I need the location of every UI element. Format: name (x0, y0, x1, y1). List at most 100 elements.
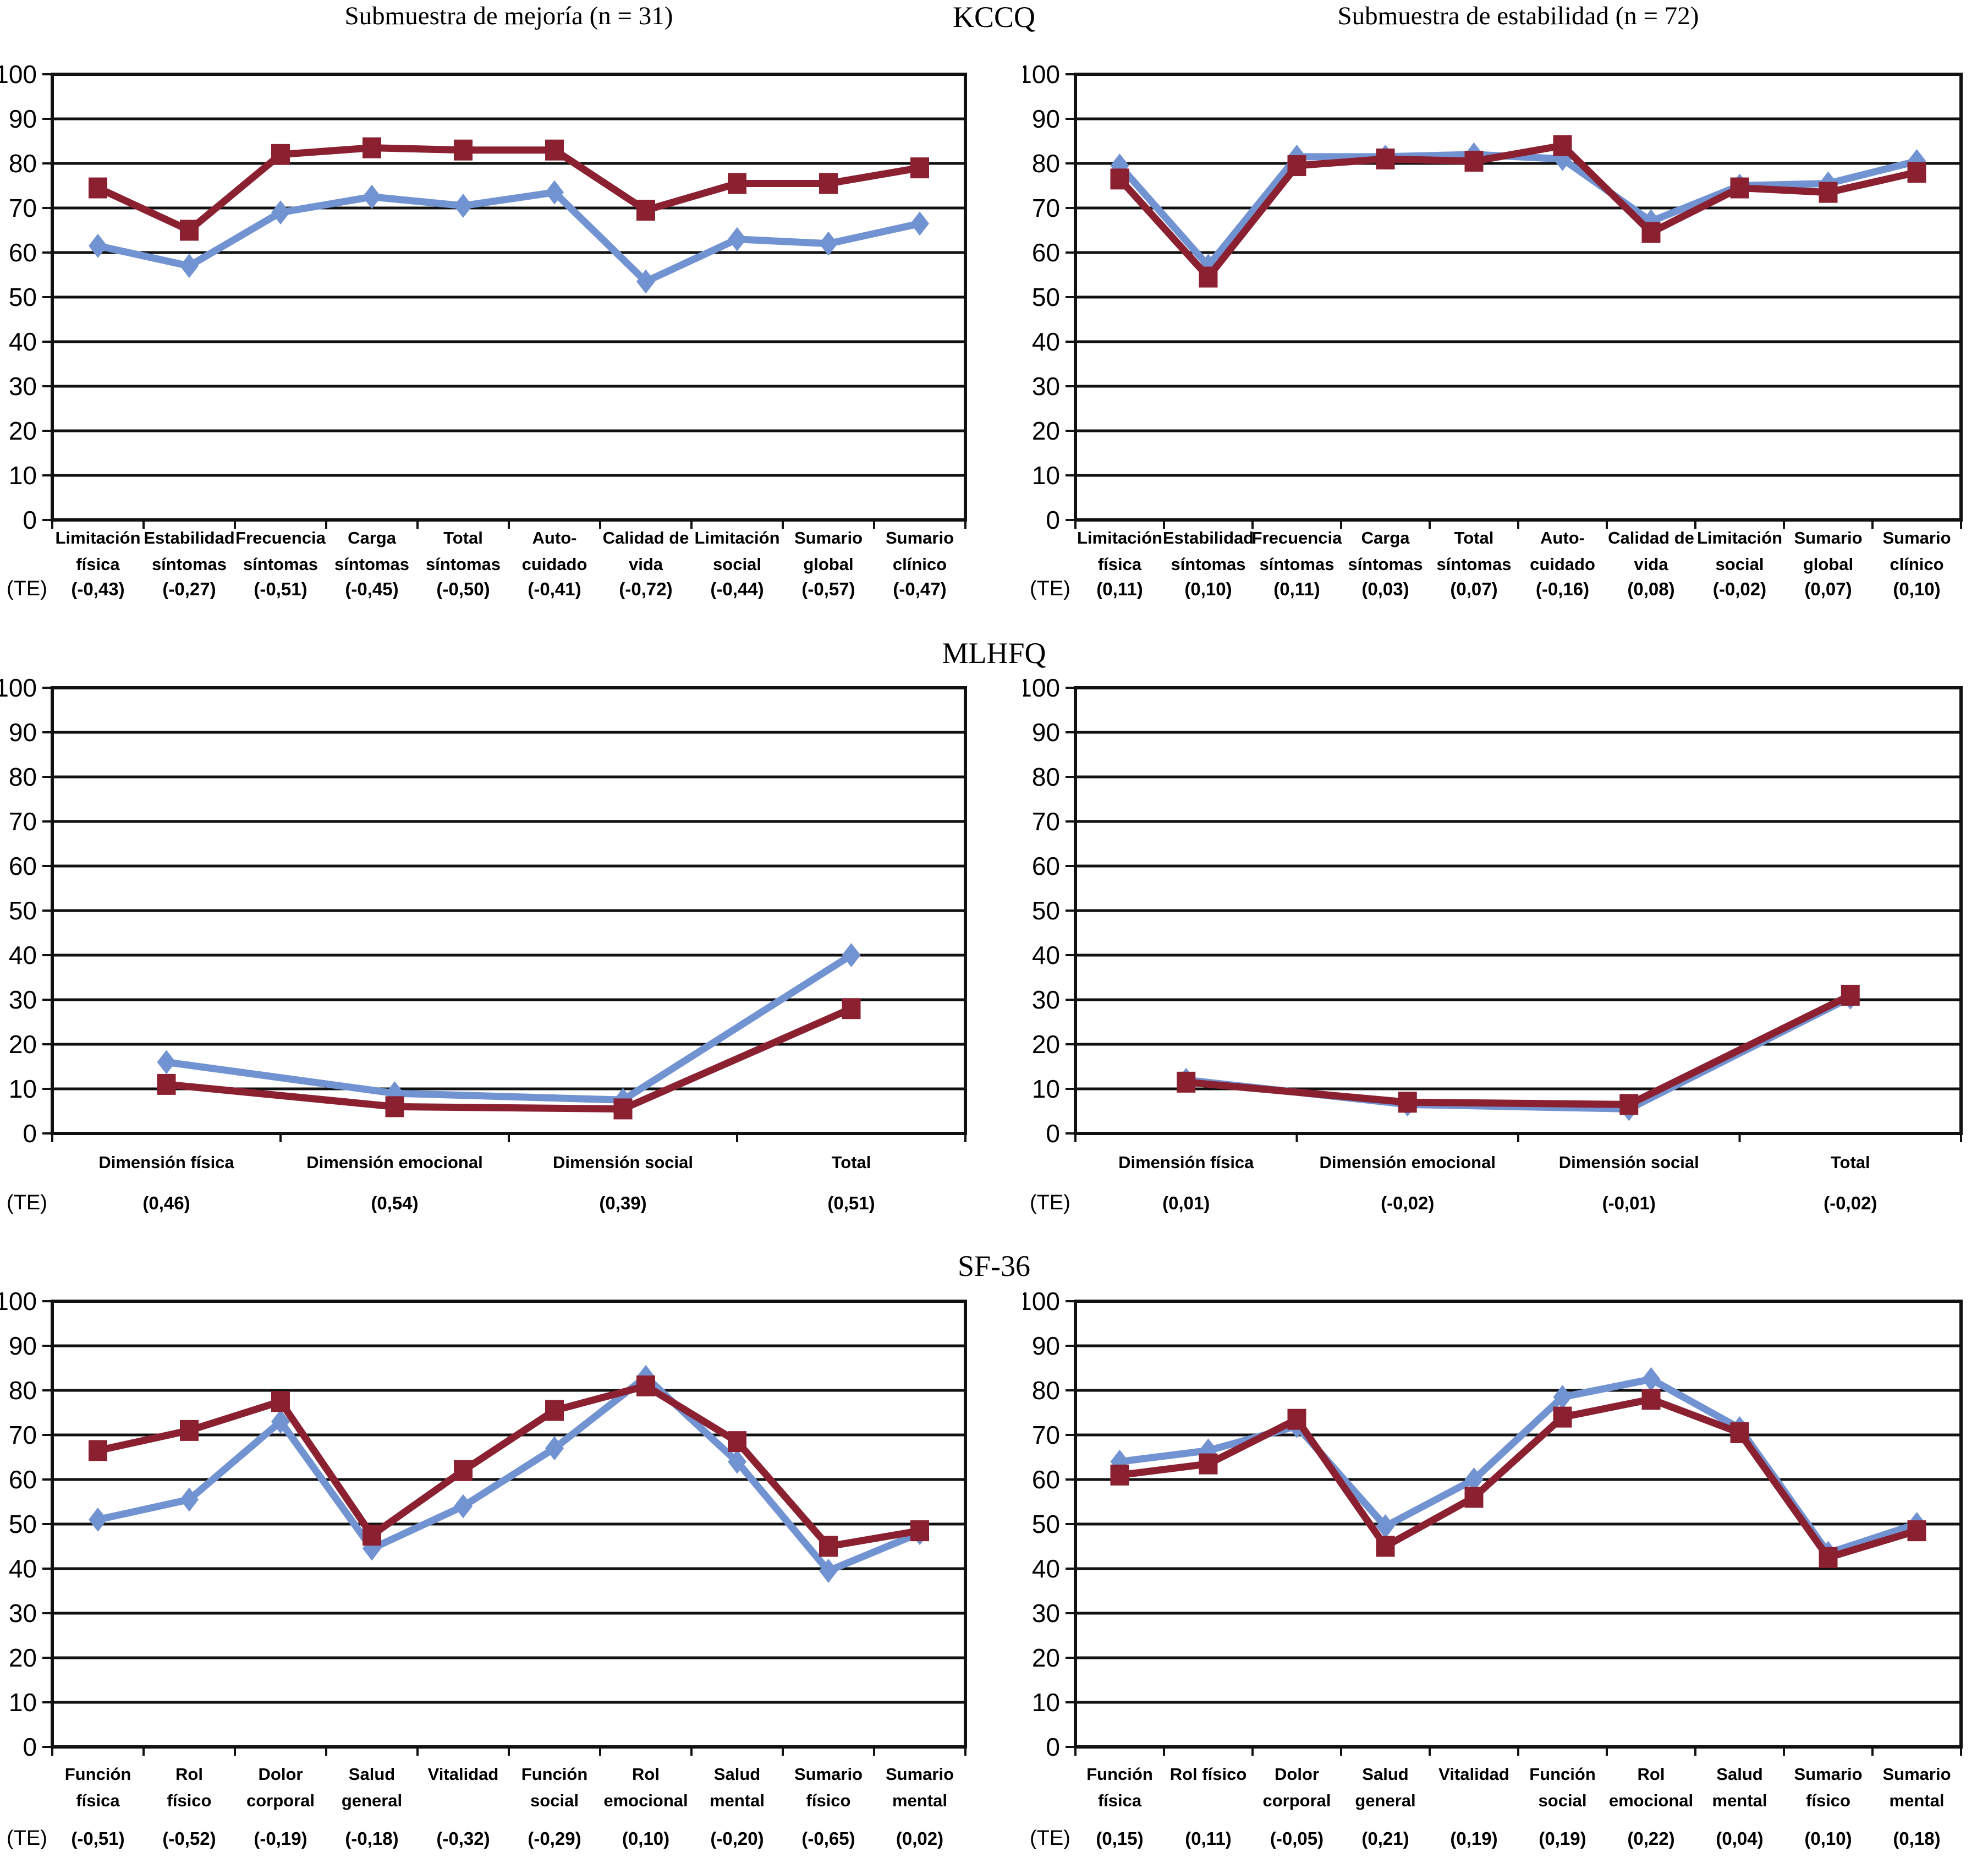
red-square-series (89, 137, 929, 241)
te-value: (-0,02) (1824, 1193, 1877, 1213)
square-marker (1376, 1536, 1395, 1557)
category-label: física (1098, 1791, 1142, 1810)
te-value: (0,03) (1361, 579, 1409, 599)
category-label: Sumario (1882, 528, 1951, 547)
mlhfq-stability-chart: 0 10 20 30 40 50 60 70 80 90 100 Dimensión física Di… (1023, 673, 1963, 1214)
diamond-marker (728, 227, 746, 251)
category-label: clínico (1890, 555, 1943, 574)
diamond-marker (1553, 1385, 1572, 1410)
blue-diamond-series-line (1116, 151, 1920, 270)
square-marker (1907, 162, 1926, 183)
category-label: mental (1890, 1791, 1945, 1810)
category-label: Sumario (794, 1765, 863, 1784)
category-label: Total (1831, 1153, 1870, 1172)
category-label: Sumario (794, 528, 863, 547)
category-label: Dolor (1275, 1765, 1319, 1784)
y-tick-label: 50 (1032, 896, 1060, 925)
diamond-marker (89, 233, 107, 258)
category-label: emocional (603, 1791, 688, 1810)
diamond-marker (1907, 149, 1926, 173)
te-value: (0,19) (1450, 1828, 1497, 1849)
category-label: Total (1454, 528, 1494, 547)
square-marker (1199, 1453, 1218, 1475)
y-tick-label: 0 (23, 506, 37, 534)
red-square-series (1177, 984, 1860, 1115)
y-tick-label: 60 (9, 852, 37, 880)
blue-diamond-series (89, 180, 929, 294)
y-tick-label: 50 (1032, 1510, 1060, 1538)
te-value: (0,15) (1096, 1828, 1143, 1849)
red-square-series-line (163, 1005, 855, 1113)
te-value: (-0,50) (436, 579, 490, 599)
te-value: (-0,16) (1536, 579, 1589, 599)
red-square-series-line (94, 1382, 924, 1550)
category-label: mental (892, 1791, 947, 1810)
diamond-marker (1464, 1467, 1484, 1492)
square-marker (1553, 135, 1572, 156)
y-tick-label: 40 (1032, 1554, 1060, 1583)
te-value: (-0,45) (345, 579, 398, 599)
square-marker (1464, 150, 1484, 172)
square-marker (1619, 1094, 1639, 1115)
diamond-marker (157, 1050, 176, 1075)
y-tick-label: 0 (1046, 506, 1060, 534)
square-marker (1464, 1487, 1484, 1508)
category-label: síntomas (1348, 555, 1423, 574)
te-value: (-0,57) (801, 579, 855, 599)
square-marker (636, 200, 655, 221)
y-tick-label: 100 (0, 673, 37, 702)
category-label: Sumario (886, 1765, 954, 1784)
category-label: Limitación (694, 528, 779, 547)
category-label: Frecuencia (1252, 528, 1342, 547)
y-tick-label: 20 (9, 1030, 37, 1059)
te-row-label: (TE) (7, 577, 47, 600)
category-label: Limitación (1697, 528, 1782, 547)
red-square-series (1110, 1389, 1926, 1568)
diamond-marker (180, 1487, 199, 1512)
category-label: Salud (349, 1765, 395, 1784)
category-label: emocional (1609, 1791, 1693, 1810)
te-value: (-0,51) (254, 579, 307, 599)
square-marker (545, 1400, 564, 1421)
category-label: Carga (1361, 528, 1410, 547)
y-tick-label: 80 (1032, 149, 1060, 178)
category-label: Frecuencia (235, 528, 326, 547)
y-tick-label: 90 (9, 1331, 37, 1360)
te-value: (-0,19) (254, 1828, 307, 1849)
category-label: Función (65, 1765, 131, 1784)
y-tick-label: 60 (9, 238, 37, 267)
te-value: (-0,05) (1270, 1828, 1323, 1849)
category-label: físico (167, 1791, 212, 1810)
square-marker (910, 1520, 929, 1542)
category-label: Sumario (1882, 1765, 1951, 1784)
square-marker (1641, 1389, 1661, 1410)
y-tick-label: 10 (1032, 461, 1060, 490)
red-square-series-line (1116, 142, 1920, 281)
y-tick-label: 90 (1032, 718, 1060, 747)
blue-diamond-series (1110, 1367, 1926, 1565)
y-tick-label: 70 (1032, 1421, 1060, 1449)
y-tick-label: 80 (9, 763, 37, 791)
sf36-stability-chart: 0 10 20 30 40 50 60 70 80 90 100 Función física Rol f… (1023, 1287, 1963, 1850)
te-value: (0,10) (1184, 579, 1232, 599)
blue-diamond-series-line (94, 189, 924, 286)
square-marker (454, 1460, 473, 1481)
y-tick-label: 60 (9, 1465, 37, 1494)
y-tick-label: 60 (1032, 238, 1060, 267)
square-marker (1819, 182, 1838, 203)
diamond-marker (842, 943, 861, 967)
square-marker (819, 1536, 838, 1557)
square-marker (728, 173, 746, 194)
y-tick-label: 10 (9, 461, 37, 490)
category-label: Calidad de (1608, 528, 1694, 547)
diamond-marker (1110, 1449, 1129, 1474)
category-label: Salud (714, 1765, 760, 1784)
te-value: (0,02) (896, 1828, 943, 1849)
category-label: social (713, 555, 761, 574)
kccq-stability-chart: 0 10 20 30 40 50 60 70 80 90 100 Limitación física Es… (1023, 60, 1963, 600)
category-label: cuidado (522, 555, 587, 574)
y-tick-label: 10 (1032, 1075, 1060, 1103)
blue-diamond-series-line (94, 1373, 924, 1575)
y-tick-label: 80 (1032, 763, 1060, 791)
y-tick-label: 50 (9, 896, 37, 925)
